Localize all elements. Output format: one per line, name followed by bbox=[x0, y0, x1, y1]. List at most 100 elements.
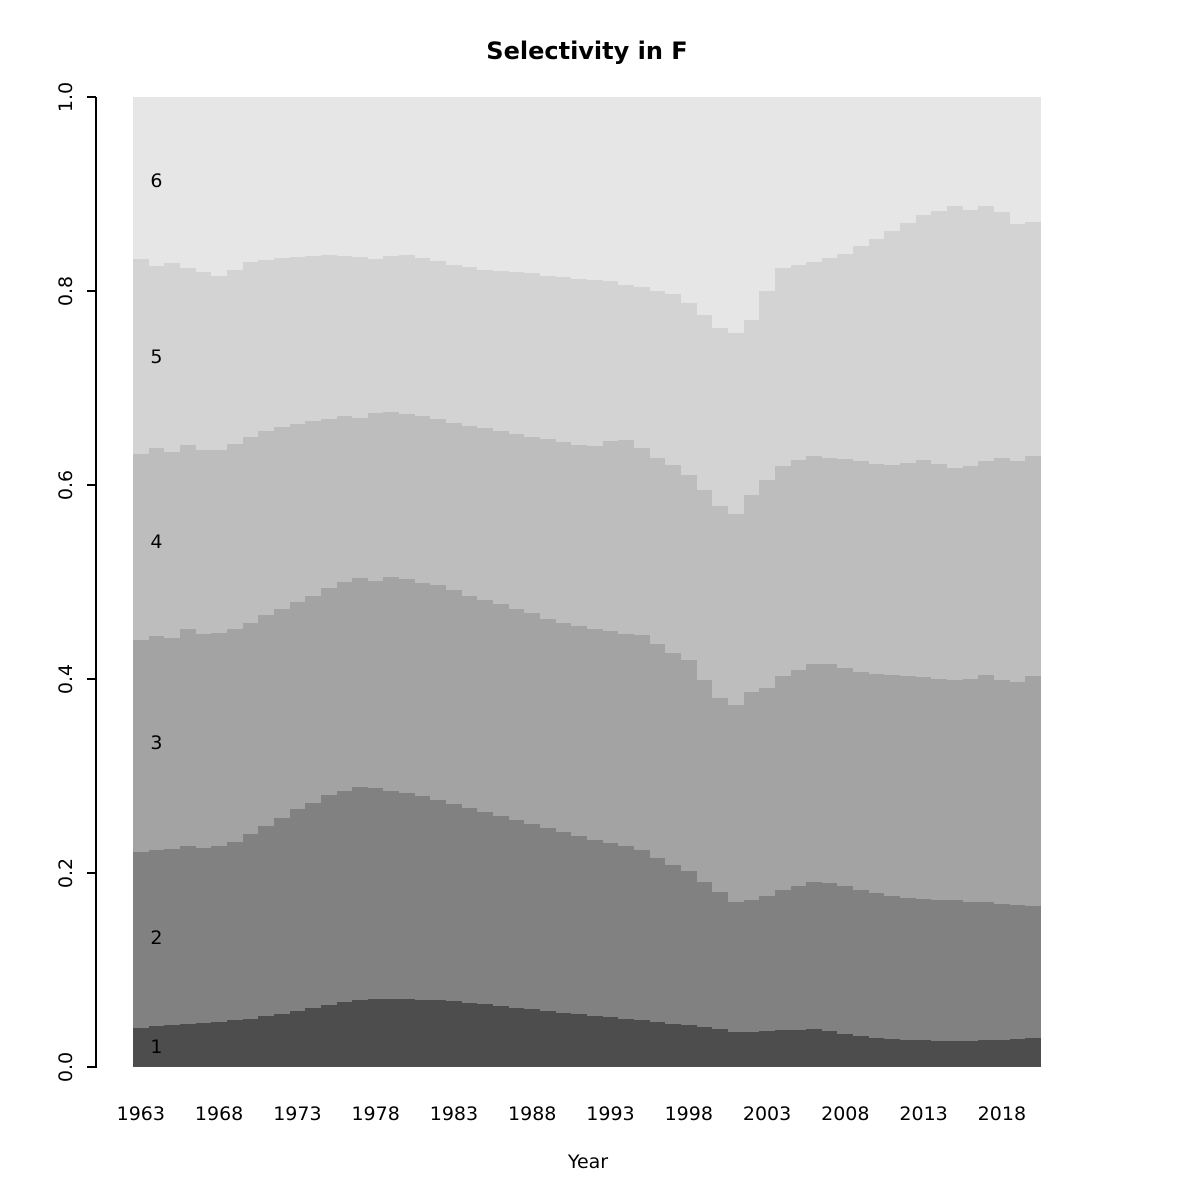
band-3-segment bbox=[148, 636, 165, 850]
band-6-segment bbox=[587, 97, 604, 281]
band-5-segment bbox=[336, 256, 353, 417]
band-2-segment bbox=[258, 826, 275, 1016]
band-5-segment bbox=[289, 257, 306, 424]
band-label-6: 6 bbox=[150, 170, 163, 193]
x-tick-label-1978: 1978 bbox=[351, 1103, 400, 1125]
band-6-segment bbox=[900, 97, 917, 224]
y-tick-mark bbox=[87, 678, 96, 680]
band-label-2: 2 bbox=[150, 926, 163, 949]
band-6-segment bbox=[806, 97, 823, 262]
band-1-segment bbox=[884, 1038, 901, 1067]
band-2-segment bbox=[759, 896, 776, 1032]
band-2-segment bbox=[633, 849, 650, 1021]
band-1-segment bbox=[571, 1013, 588, 1067]
band-5-segment bbox=[994, 212, 1011, 458]
band-4-segment bbox=[947, 467, 964, 680]
band-2-segment bbox=[195, 847, 212, 1024]
band-5-segment bbox=[226, 269, 243, 445]
band-1-segment bbox=[242, 1018, 259, 1067]
band-label-5: 5 bbox=[150, 345, 163, 368]
band-1-segment bbox=[978, 1039, 995, 1067]
band-1-segment bbox=[352, 1000, 369, 1067]
band-1-segment bbox=[618, 1018, 635, 1067]
stacked-bar-1999 bbox=[696, 97, 713, 1067]
band-1-segment bbox=[336, 1002, 353, 1067]
band-3-segment bbox=[900, 676, 917, 899]
band-2-segment bbox=[868, 893, 885, 1038]
band-1-segment bbox=[258, 1015, 275, 1067]
stacked-bar-1994 bbox=[618, 97, 635, 1067]
band-2-segment bbox=[774, 889, 791, 1031]
band-6-segment bbox=[821, 97, 838, 259]
stacked-bar-2019 bbox=[1009, 97, 1026, 1067]
band-3-segment bbox=[399, 579, 416, 793]
band-6-segment bbox=[947, 97, 964, 206]
stacked-bar-2017 bbox=[978, 97, 995, 1067]
band-2-segment bbox=[727, 902, 744, 1033]
band-5-segment bbox=[461, 266, 478, 426]
band-5-segment bbox=[759, 291, 776, 481]
band-3-segment bbox=[665, 652, 682, 866]
band-1-segment bbox=[649, 1022, 666, 1067]
band-1-segment bbox=[289, 1010, 306, 1067]
band-1-segment bbox=[493, 1005, 510, 1067]
y-tick-label: 0.6 bbox=[55, 469, 77, 501]
band-1-segment bbox=[947, 1040, 964, 1067]
band-1-segment bbox=[727, 1032, 744, 1067]
band-3-segment bbox=[367, 581, 384, 788]
band-6-segment bbox=[1025, 97, 1042, 223]
band-6-segment bbox=[571, 97, 588, 280]
band-6-segment bbox=[320, 97, 337, 256]
band-5-segment bbox=[242, 261, 259, 437]
band-2-segment bbox=[446, 804, 463, 1002]
band-2-segment bbox=[1025, 906, 1042, 1038]
band-6-segment bbox=[633, 97, 650, 288]
x-tick-label-1968: 1968 bbox=[194, 1103, 244, 1125]
band-2-segment bbox=[493, 815, 510, 1006]
x-tick-label-1973: 1973 bbox=[273, 1103, 322, 1125]
band-5-segment bbox=[837, 254, 854, 459]
band-4-segment bbox=[461, 425, 478, 596]
band-4-segment bbox=[399, 414, 416, 580]
band-2-segment bbox=[367, 787, 384, 1000]
band-3-segment bbox=[336, 582, 353, 791]
band-5-segment bbox=[947, 205, 964, 468]
band-5-segment bbox=[367, 259, 384, 414]
band-3-segment bbox=[696, 679, 713, 882]
band-6-segment bbox=[493, 97, 510, 271]
band-1-segment bbox=[446, 1001, 463, 1067]
stacked-bar-2010 bbox=[868, 97, 885, 1067]
x-tick-label-1983: 1983 bbox=[429, 1103, 479, 1125]
band-4-segment bbox=[602, 441, 619, 631]
band-2-segment bbox=[461, 808, 478, 1003]
band-3-segment bbox=[226, 628, 243, 842]
band-1-segment bbox=[633, 1020, 650, 1067]
band-3-segment bbox=[133, 640, 150, 852]
stacked-bar-2003 bbox=[759, 97, 776, 1067]
band-5-segment bbox=[1009, 224, 1026, 461]
band-3-segment bbox=[680, 659, 697, 872]
x-axis-title: Year bbox=[567, 1151, 609, 1173]
band-3-segment bbox=[524, 613, 541, 824]
band-1-segment bbox=[774, 1030, 791, 1067]
band-3-segment bbox=[571, 625, 588, 837]
band-4-segment bbox=[821, 457, 838, 664]
stacked-bar-1981 bbox=[414, 97, 431, 1067]
band-1-segment bbox=[399, 999, 416, 1067]
stacked-bar-2001 bbox=[727, 97, 744, 1067]
band-5-segment bbox=[164, 262, 181, 453]
band-4-segment bbox=[305, 421, 322, 596]
band-5-segment bbox=[743, 320, 760, 495]
band-6-segment bbox=[508, 97, 525, 272]
band-4-segment bbox=[743, 494, 760, 692]
band-4-segment bbox=[367, 413, 384, 582]
band-1-segment bbox=[367, 999, 384, 1067]
band-4-segment bbox=[727, 514, 744, 706]
band-3-segment bbox=[837, 668, 854, 886]
stacked-bar-2002 bbox=[743, 97, 760, 1067]
stacked-bar-1998 bbox=[680, 97, 697, 1067]
band-2-segment bbox=[508, 819, 525, 1008]
band-4-segment bbox=[665, 464, 682, 653]
band-1-segment bbox=[712, 1029, 729, 1067]
stacked-bar-1985 bbox=[477, 97, 494, 1067]
